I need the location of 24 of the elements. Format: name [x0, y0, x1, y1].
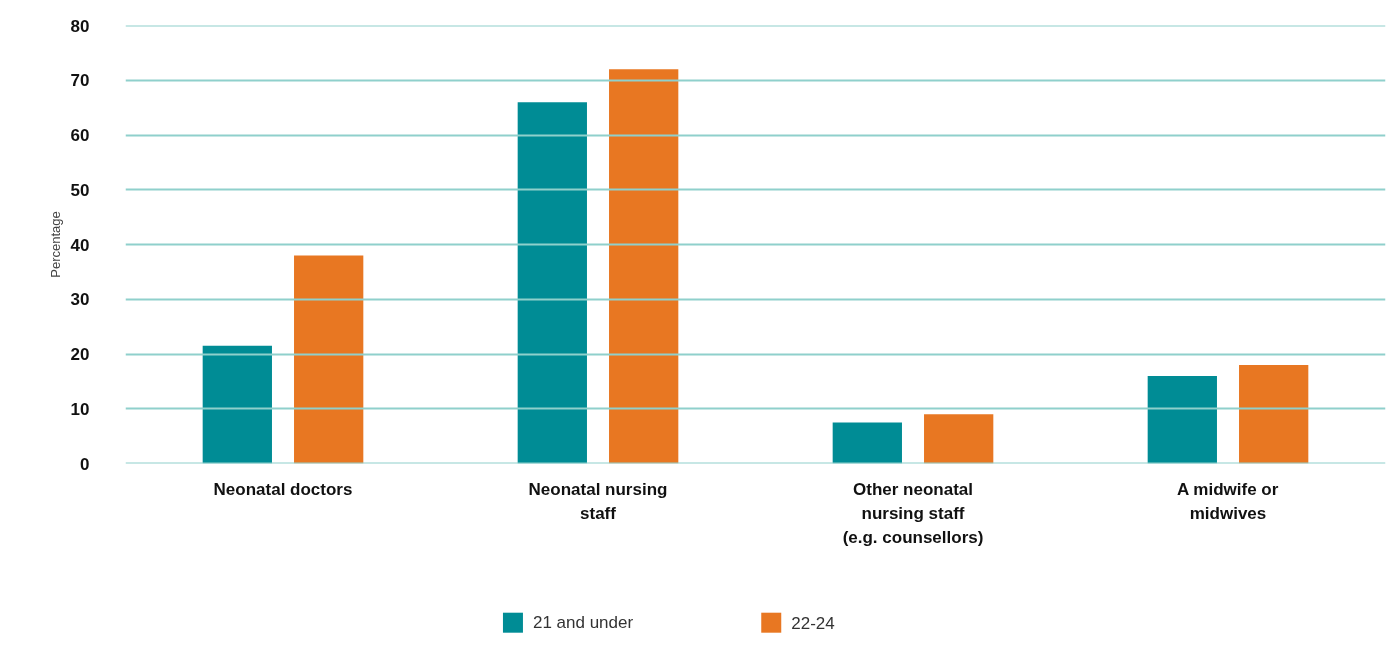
y-tick-label: 50: [70, 180, 90, 200]
y-tick-label: 60: [70, 126, 90, 145]
bar: [609, 69, 679, 464]
y-axis-title: Percentage: [47, 211, 63, 278]
y-tick-label: 80: [70, 16, 90, 36]
bar: [202, 345, 272, 464]
bar: [517, 102, 587, 464]
x-tick-label: Neonatal nursing staff: [528, 480, 668, 524]
y-tick-label: 20: [70, 345, 90, 364]
bar: [832, 422, 902, 464]
y-tick-label: 70: [70, 71, 90, 91]
bar: [924, 414, 994, 464]
x-tick-label: Neonatal doctors: [213, 480, 353, 500]
y-tick-label: 0: [80, 454, 90, 474]
y-tick-label: 30: [70, 290, 90, 310]
bar: [1147, 375, 1217, 464]
y-tick-label: 10: [70, 399, 90, 419]
legend-label: 21 and under: [532, 613, 634, 633]
legend-label: 22-24: [791, 613, 835, 633]
x-tick-label: Other neonatal nursing staff (e.g. counsellors): [842, 480, 984, 547]
bar: [1239, 364, 1309, 464]
x-tick-label: A midwife or midwives: [1177, 480, 1279, 524]
bar: [294, 255, 364, 464]
y-tick-label: 40: [70, 235, 90, 255]
